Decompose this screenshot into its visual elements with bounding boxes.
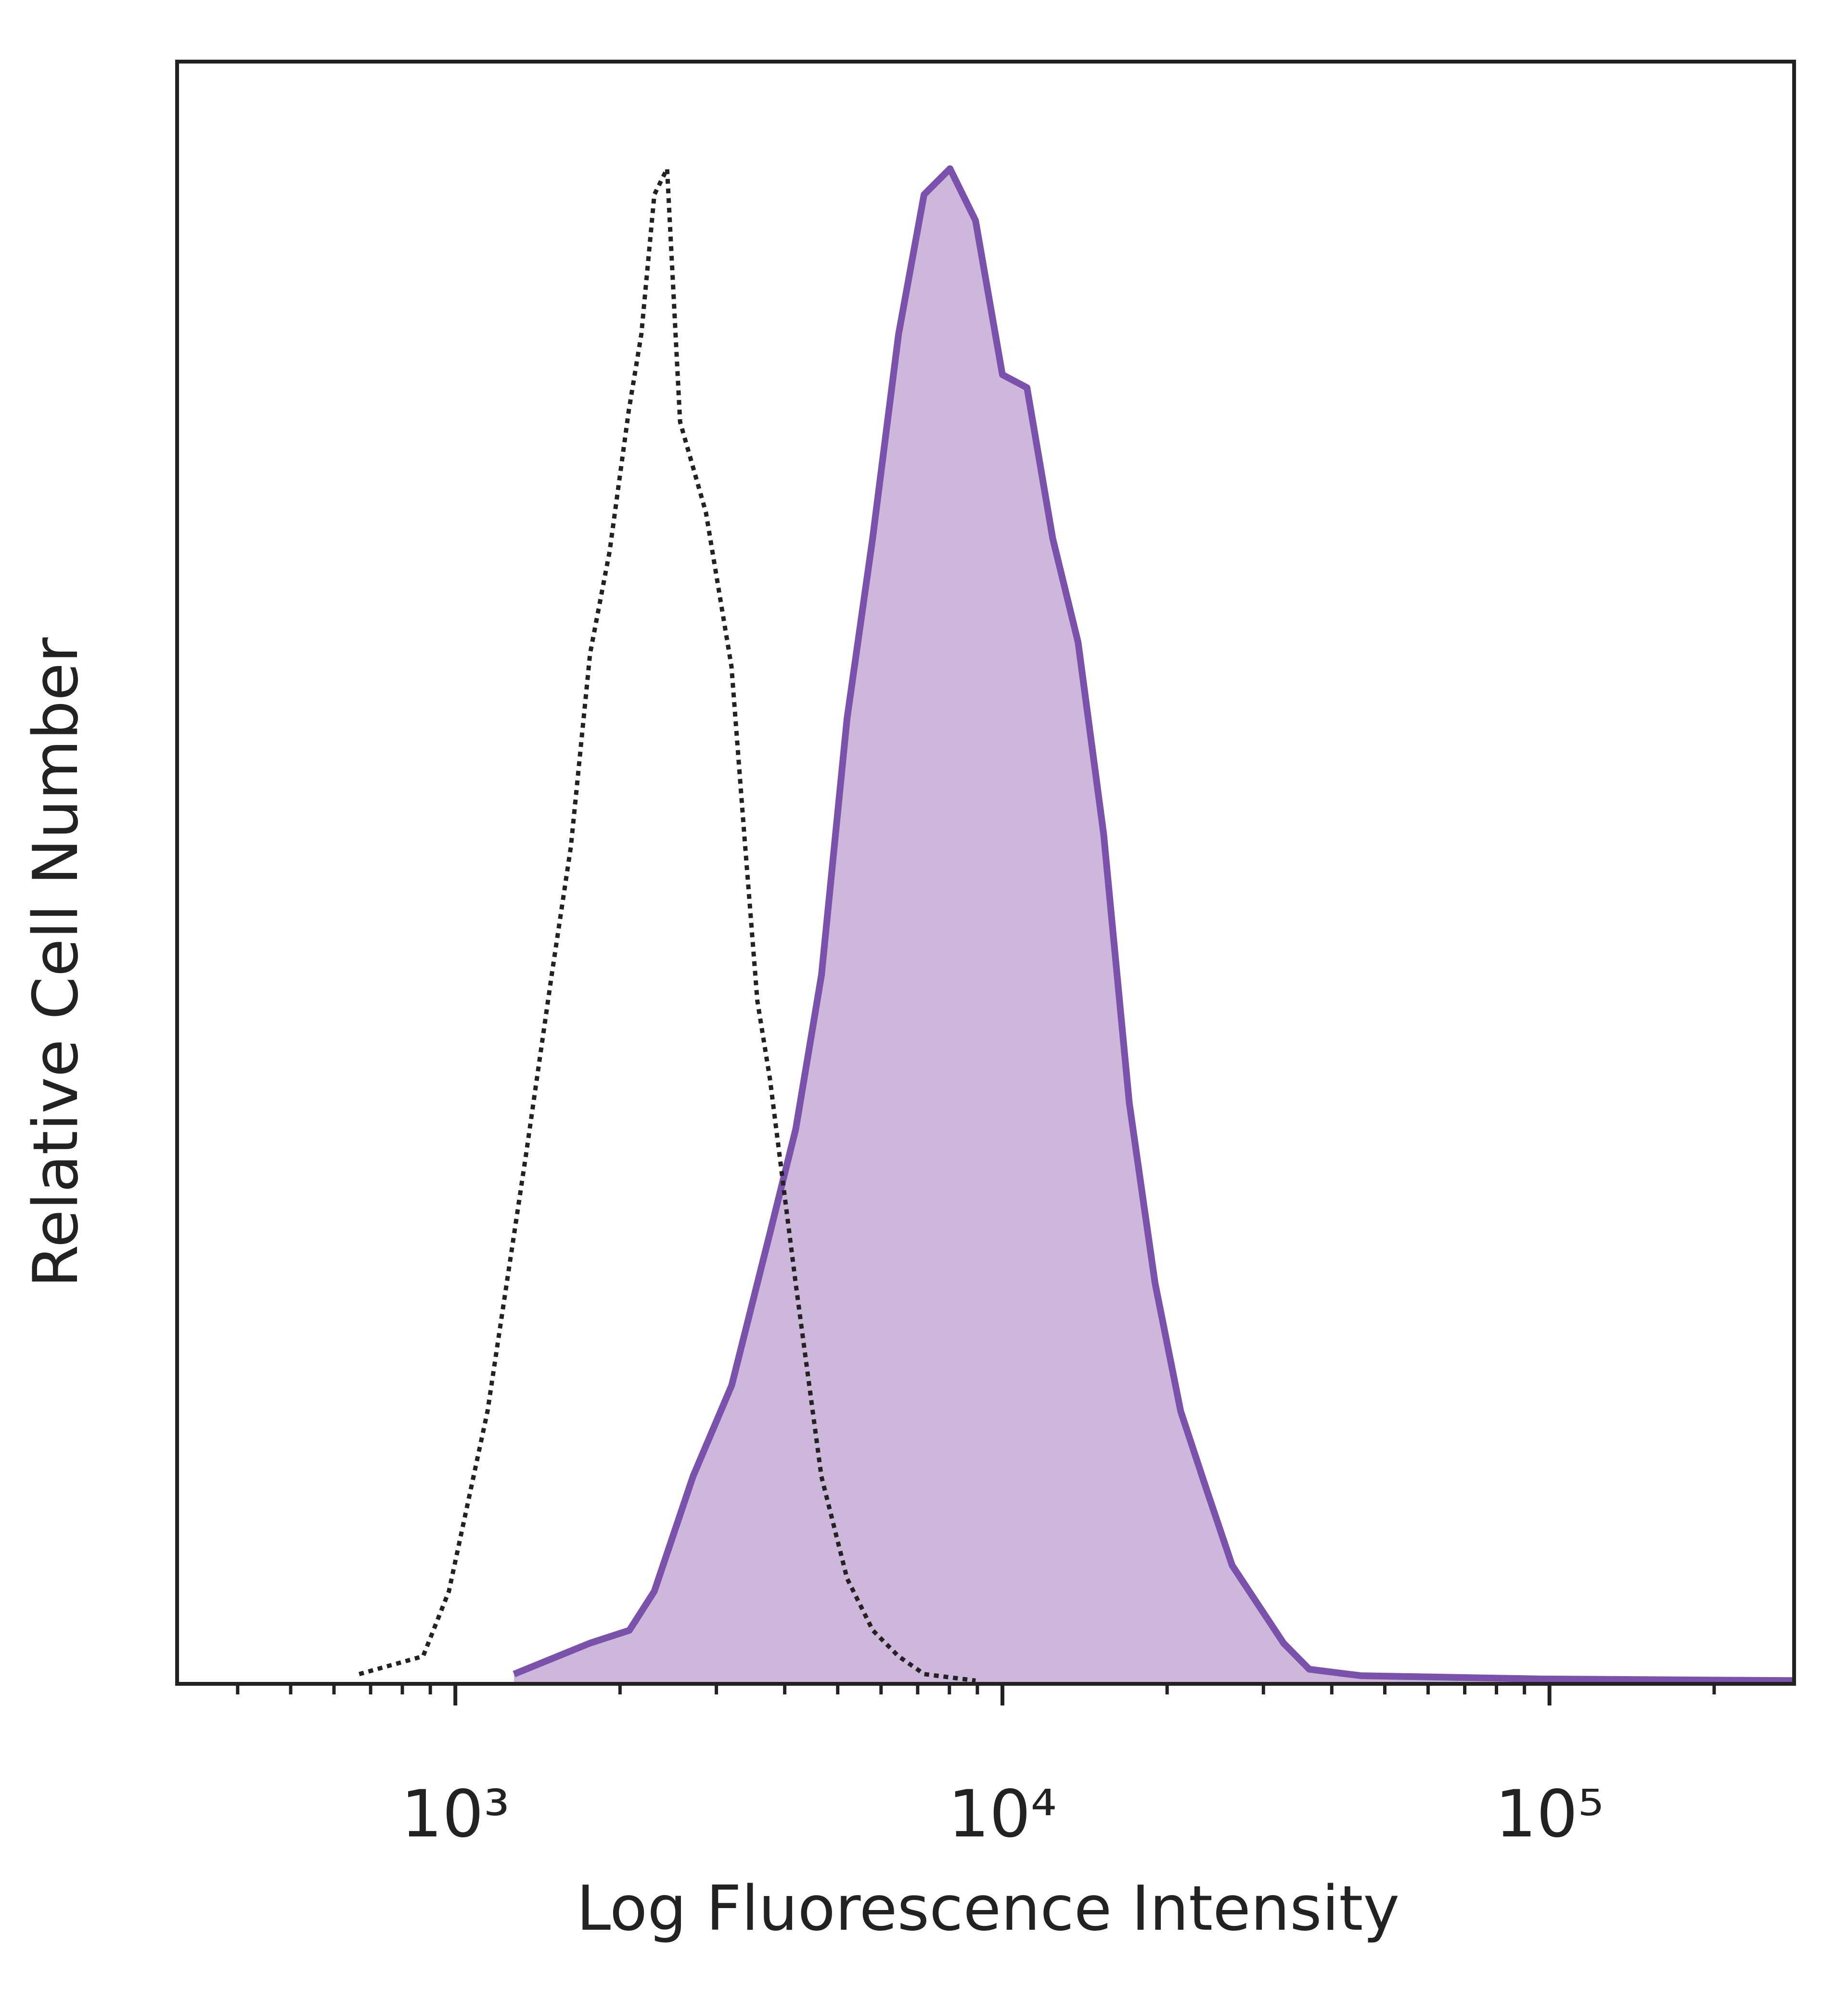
- x-tick-label: 10³: [401, 1776, 510, 1852]
- x-tick-label: 10⁴: [948, 1776, 1057, 1852]
- x-axis-label: Log Fluorescence Intensity: [577, 1873, 1399, 1945]
- histogram-line: [513, 165, 1795, 1684]
- histogram-line: [359, 167, 976, 1683]
- area-fill: [514, 168, 1794, 1684]
- y-axis-label: Relative Cell Number: [20, 637, 92, 1287]
- x-tick-label: 10⁵: [1495, 1776, 1604, 1852]
- plot-frame: [175, 60, 1796, 1686]
